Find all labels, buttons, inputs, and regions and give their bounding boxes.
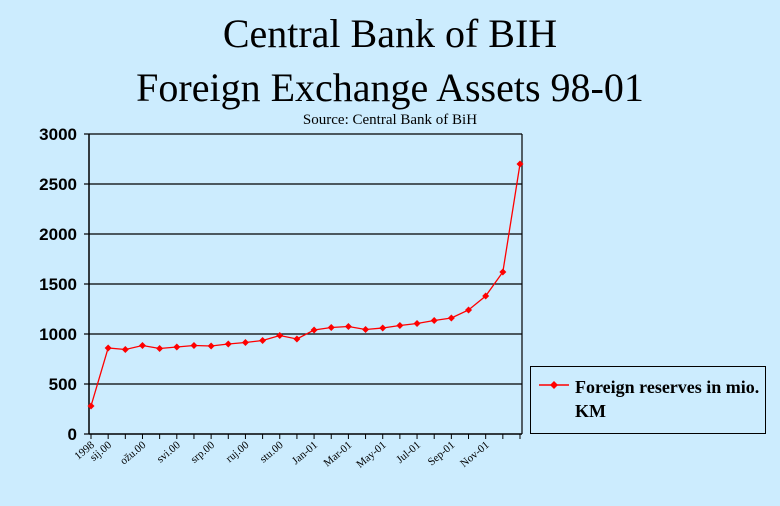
- data-point: [87, 402, 95, 410]
- y-tick-label: 0: [68, 425, 77, 444]
- y-tick-label: 2500: [39, 175, 77, 194]
- data-point: [190, 342, 198, 349]
- data-point: [310, 326, 318, 334]
- data-point: [104, 344, 112, 352]
- y-tick-label: 1500: [39, 275, 77, 294]
- data-point: [379, 324, 387, 332]
- data-point: [482, 292, 490, 300]
- y-tick-label: 1000: [39, 325, 77, 344]
- data-point: [516, 160, 524, 168]
- data-point: [138, 342, 146, 349]
- x-tick-label: svi.00: [155, 439, 183, 466]
- x-tick-label: stu.00: [258, 439, 286, 466]
- series-line-foreign-reserves: [90, 163, 521, 407]
- data-point: [156, 345, 164, 352]
- x-tick-label: Mar-01: [322, 439, 355, 469]
- legend-label: Foreign reserves in mio. KM: [575, 377, 760, 421]
- y-tick-label: 3000: [39, 125, 77, 144]
- y-tick-labels: 0 500 1000 1500 2000 2500 3000: [39, 125, 77, 444]
- data-point: [121, 346, 129, 353]
- data-point: [173, 343, 181, 351]
- axes: [84, 133, 523, 439]
- y-tick-label: 2000: [39, 225, 77, 244]
- data-point: [293, 335, 301, 343]
- data-point: [327, 324, 335, 331]
- data-point: [465, 306, 473, 314]
- data-point: [499, 268, 507, 276]
- x-tick-label: Jul-01: [394, 439, 423, 466]
- x-tick-label: Nov-01: [458, 439, 491, 470]
- data-point: [241, 339, 249, 346]
- data-point: [447, 314, 455, 322]
- x-tick-label: Sep-01: [426, 439, 458, 468]
- data-point: [259, 337, 267, 344]
- data-point: [396, 322, 404, 329]
- x-tick-label: Jan-01: [290, 439, 320, 467]
- data-point: [430, 317, 438, 324]
- data-point: [413, 320, 421, 327]
- data-point: [362, 326, 370, 333]
- chart-title-line-1: Central Bank of BIH: [222, 11, 558, 56]
- chart-title-line-2: Foreign Exchange Assets 98-01: [136, 65, 644, 110]
- x-tick-label: ruj.00: [224, 439, 252, 465]
- legend: Foreign reserves in mio. KM: [530, 366, 766, 434]
- series-layer: [87, 160, 524, 410]
- data-point: [207, 342, 215, 350]
- y-tick-label: 500: [49, 375, 77, 394]
- data-point: [224, 340, 232, 348]
- data-point: [344, 323, 352, 330]
- x-tick-label: ožu.00: [118, 439, 149, 468]
- data-point: [276, 332, 284, 339]
- x-tick-label: srp.00: [188, 439, 217, 466]
- x-tick-label: May-01: [354, 439, 388, 471]
- legend-swatch-icon: [539, 381, 569, 389]
- chart-subtitle: Source: Central Bank of BiH: [302, 112, 478, 128]
- grid-lines: [89, 133, 522, 385]
